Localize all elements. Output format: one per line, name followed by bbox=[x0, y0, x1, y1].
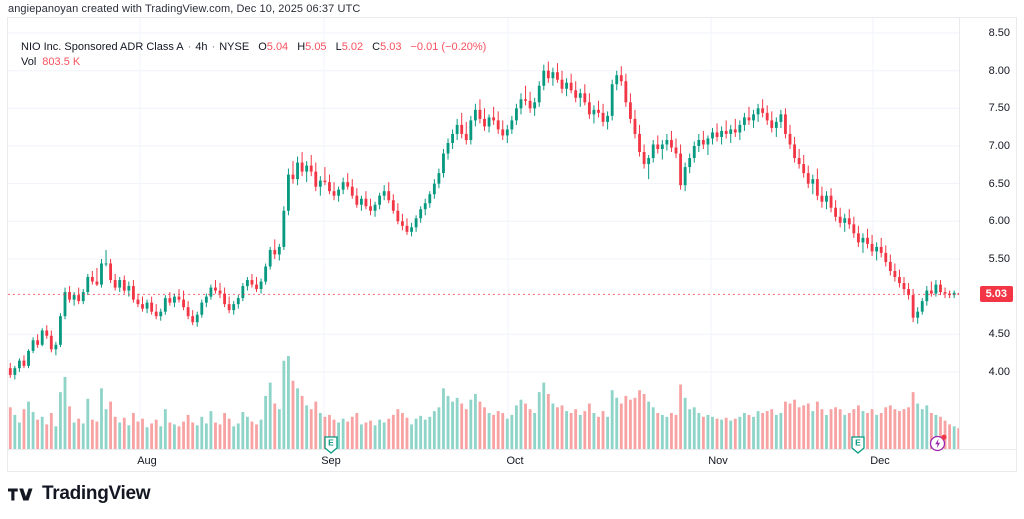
footer-branding: TradingView bbox=[8, 483, 151, 505]
earnings-marker-icon[interactable]: E bbox=[323, 436, 338, 454]
price-tick: 4.50 bbox=[988, 328, 1010, 341]
earnings-marker-icon[interactable]: E bbox=[850, 436, 865, 454]
attribution-text: angiepanoyan created with TradingView.co… bbox=[8, 3, 361, 15]
chart-plot-area[interactable] bbox=[8, 18, 961, 451]
time-tick: Nov bbox=[708, 455, 728, 467]
price-tick: 8.50 bbox=[988, 27, 1010, 39]
time-tick: Sep bbox=[321, 455, 341, 467]
chart-svg bbox=[8, 18, 961, 451]
time-tick: Dec bbox=[870, 455, 890, 467]
price-tick: 8.00 bbox=[988, 64, 1010, 77]
price-tick: 6.00 bbox=[988, 215, 1010, 228]
current-price-badge: 5.03 bbox=[979, 286, 1013, 303]
time-axis[interactable]: Aug Sep Oct Nov Dec bbox=[8, 449, 1016, 471]
price-tick: 6.50 bbox=[988, 177, 1010, 190]
price-tick: 7.50 bbox=[988, 102, 1010, 115]
time-tick: Oct bbox=[506, 455, 524, 467]
svg-text:E: E bbox=[855, 438, 861, 448]
tradingview-brand-text: TradingView bbox=[42, 483, 151, 504]
tradingview-logo-icon bbox=[8, 488, 33, 500]
time-tick: Aug bbox=[137, 455, 157, 467]
price-tick: 7.00 bbox=[988, 140, 1010, 152]
price-tick: 4.00 bbox=[988, 365, 1010, 378]
lightning-bolt-icon[interactable] bbox=[929, 434, 947, 452]
price-axis[interactable]: 8.50 8.00 7.50 7.00 6.50 6.00 5.50 4.50 4.00 5.0… bbox=[959, 18, 1016, 471]
price-tick: 5.50 bbox=[988, 253, 1010, 265]
svg-text:E: E bbox=[328, 438, 334, 448]
